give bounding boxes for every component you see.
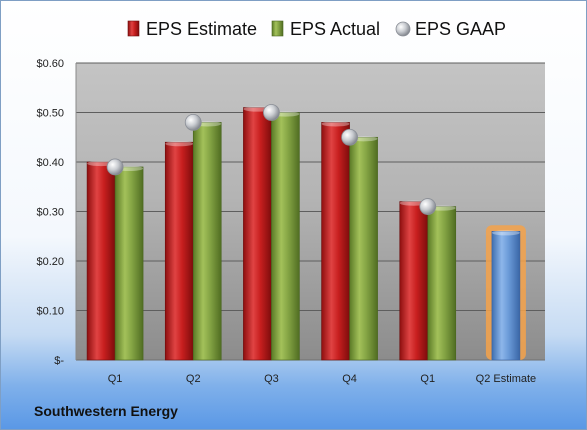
bar-eps-actual: [427, 206, 457, 361]
bar-eps-estimate: [243, 107, 272, 361]
legend-swatch: [271, 20, 284, 37]
bar-q2-estimate-cap: [491, 230, 520, 236]
marker-eps-gaap: [184, 114, 202, 131]
y-axis: $- $0.10 $0.20 $0.30 $0.40 $0.50 $0.60: [36, 58, 77, 367]
bar-eps-estimate: [164, 141, 194, 361]
gridlines: [76, 62, 545, 361]
marker-eps-gaap: [106, 158, 124, 176]
bar-eps-estimate: [321, 122, 350, 361]
marker-eps-gaap: [341, 128, 358, 146]
legend-label: EPS Actual: [290, 19, 380, 39]
y-tick-label: $0.10: [36, 306, 64, 318]
y-tick-label: $0.60: [36, 58, 64, 70]
y-tick-label: $0.30: [36, 207, 64, 219]
x-tick-label: Q3: [264, 373, 279, 385]
bar-eps-actual: [192, 122, 222, 361]
bar-eps-estimate-cap: [165, 141, 194, 147]
gaap-markers: [106, 104, 437, 215]
marker-eps-gaap: [263, 104, 280, 121]
y-tick-label: $0.20: [36, 256, 64, 268]
bar-q2-estimate: [491, 231, 521, 361]
legend-swatch: [127, 20, 140, 37]
bars: [86, 106, 526, 361]
legend-label: EPS Estimate: [146, 19, 257, 39]
y-tick-label: $0.50: [36, 108, 64, 120]
x-axis: Q1 Q2 Q3 Q4 Q1 Q2 Estimate: [108, 373, 536, 385]
bar-eps-estimate: [86, 161, 116, 361]
y-tick-label: $0.40: [36, 157, 64, 169]
bar-eps-actual: [349, 136, 378, 361]
bar-eps-actual: [114, 166, 144, 361]
y-tick-label: $-: [54, 355, 64, 367]
company-name: Southwestern Energy: [34, 403, 178, 419]
x-tick-label: Q4: [342, 373, 357, 385]
legend: EPS Estimate EPS Actual EPS GAAP: [127, 19, 506, 39]
legend-swatch: [395, 21, 411, 37]
x-tick-label: Q2 Estimate: [476, 373, 537, 385]
x-tick-label: Q1: [420, 373, 435, 385]
x-tick-label: Q2: [186, 373, 201, 385]
bar-eps-estimate-cap: [321, 121, 350, 127]
bar-eps-actual: [271, 112, 300, 361]
x-tick-label: Q1: [108, 373, 123, 385]
marker-eps-gaap: [419, 198, 437, 215]
bar-eps-estimate: [399, 201, 429, 361]
legend-label: EPS GAAP: [415, 19, 506, 39]
